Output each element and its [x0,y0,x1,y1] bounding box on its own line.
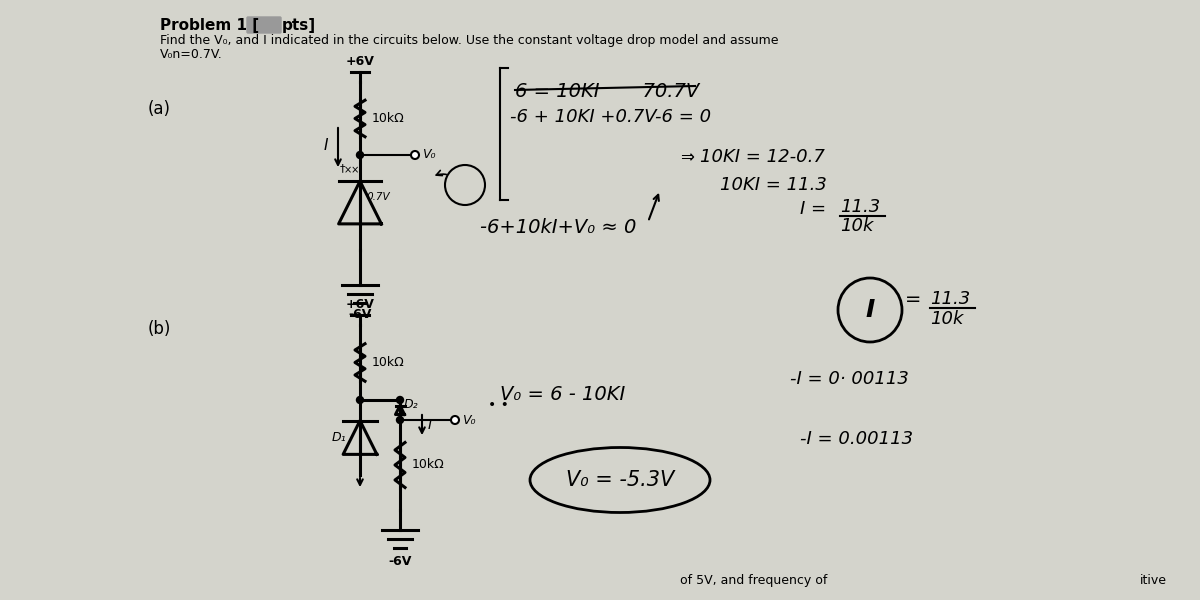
Circle shape [445,165,485,205]
Text: I: I [428,418,432,432]
Text: 10k: 10k [930,310,964,328]
Text: 10kΩ: 10kΩ [412,458,445,472]
Text: -6+10kI+V₀ ≈ 0: -6+10kI+V₀ ≈ 0 [480,218,636,237]
Text: †: † [340,163,344,173]
Text: 0.7V: 0.7V [366,193,390,202]
Text: 10kΩ: 10kΩ [372,112,404,125]
Circle shape [838,278,902,342]
Circle shape [451,416,458,424]
Text: ⇒: ⇒ [680,148,694,166]
Text: V₀n=0.7V.: V₀n=0.7V. [160,48,223,61]
Text: ××: ×× [344,165,360,175]
Text: +6V: +6V [346,55,374,68]
Text: -6V: -6V [348,308,372,321]
Text: (a): (a) [148,100,172,118]
Text: • •: • • [488,398,509,412]
Text: I =: I = [800,200,826,218]
Text: 10kΩ: 10kΩ [372,356,404,369]
Text: 11.3: 11.3 [840,198,881,216]
Text: 10KI = 12-0.7: 10KI = 12-0.7 [700,148,824,166]
Text: of 5V, and frequency of: of 5V, and frequency of [680,574,827,587]
Circle shape [356,151,364,158]
Circle shape [396,397,403,403]
Text: V₀: V₀ [458,179,472,191]
Text: V₀ = 6 - 10KI: V₀ = 6 - 10KI [500,385,625,404]
Text: -I = 0· 00113: -I = 0· 00113 [790,370,908,388]
Text: D₂: D₂ [404,398,419,412]
Text: 70.7V: 70.7V [630,82,700,101]
Text: Find the V₀, and I indicated in the circuits below. Use the constant voltage dro: Find the V₀, and I indicated in the circ… [160,34,779,47]
FancyBboxPatch shape [247,17,281,33]
Circle shape [410,151,419,159]
Text: I: I [324,137,328,152]
Text: 10KI = 11.3: 10KI = 11.3 [720,176,827,194]
Text: I: I [865,298,875,322]
Text: -6V: -6V [389,555,412,568]
Text: Problem 1 [: Problem 1 [ [160,18,259,33]
Text: V₀: V₀ [422,148,436,161]
Text: 6 = 10KI: 6 = 10KI [515,82,612,101]
Text: V₀ = -5.3V: V₀ = -5.3V [566,470,674,490]
Text: V₀: V₀ [462,413,475,427]
Ellipse shape [530,448,710,512]
Text: +6V: +6V [346,298,374,311]
Text: =: = [905,290,922,310]
Text: -I = 0.00113: -I = 0.00113 [800,430,913,448]
Text: D₁: D₁ [331,431,346,444]
Text: 11.3: 11.3 [930,290,971,308]
Circle shape [356,397,364,403]
Text: (b): (b) [148,320,172,338]
Text: itive: itive [1140,574,1166,587]
Text: pts]: pts] [282,18,316,33]
Text: 10k: 10k [840,217,874,235]
Text: -6 + 10KI +0.7V-6 = 0: -6 + 10KI +0.7V-6 = 0 [510,108,712,126]
Circle shape [396,416,403,424]
